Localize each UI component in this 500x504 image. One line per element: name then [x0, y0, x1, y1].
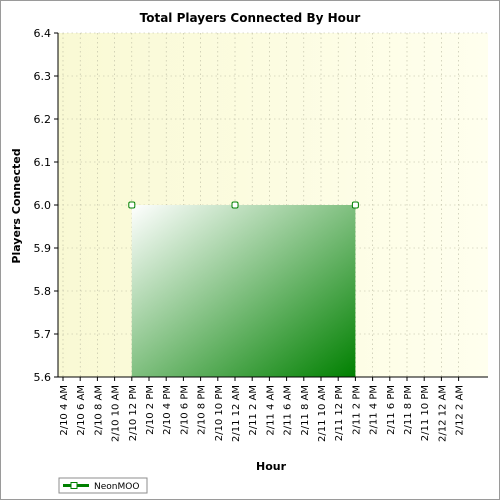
y-tick-label: 6.0: [34, 199, 52, 212]
y-tick-label: 5.9: [34, 242, 52, 255]
x-tick-label: 2/11 2 PM: [351, 385, 362, 435]
y-axis-title: Players Connected: [10, 148, 23, 263]
x-tick-label: 2/10 6 AM: [76, 385, 87, 436]
y-tick-label: 6.1: [34, 156, 52, 169]
x-tick-label: 2/11 6 PM: [386, 385, 397, 435]
x-tick-label: 2/10 4 PM: [162, 385, 173, 435]
data-point-neonmoo: [351, 201, 359, 209]
legend-swatch-marker: [70, 482, 78, 489]
y-tick-label: 5.6: [34, 371, 52, 384]
x-tick-label: 2/10 12 PM: [128, 385, 139, 441]
legend-box: [58, 477, 148, 494]
x-tick-label: 2/10 10 AM: [111, 385, 122, 442]
x-tick-label: 2/11 12 PM: [334, 385, 345, 441]
x-tick-label: 2/11 4 AM: [265, 385, 276, 436]
x-axis-ticks: 2/10 4 AM 2/10 6 AM 2/10 8 AM 2/10 10 AM 2/1…: [59, 377, 466, 442]
x-tick-label: 2/11 4 PM: [369, 385, 380, 435]
x-tick-label: 2/11 8 PM: [403, 385, 414, 435]
data-point-neonmoo: [128, 201, 136, 209]
x-tick-label: 2/11 10 AM: [317, 385, 328, 442]
data-point-neonmoo: [231, 201, 239, 209]
x-tick-label: 2/11 12 AM: [231, 385, 242, 442]
series-area-group: [131, 205, 356, 377]
y-tick-label: 6.3: [34, 70, 52, 83]
x-tick-label: 2/10 8 PM: [197, 385, 208, 435]
x-tick-label: 2/11 8 AM: [300, 385, 311, 436]
data-points: [128, 201, 359, 209]
legend-label: NeonMOO: [94, 482, 139, 492]
x-tick-label: 2/12 2 AM: [455, 385, 466, 436]
y-tick-label: 5.7: [34, 328, 52, 341]
x-tick-label: 2/11 6 AM: [283, 385, 294, 436]
y-tick-label: 6.4: [34, 27, 52, 40]
x-tick-label: 2/10 6 PM: [179, 385, 190, 435]
x-tick-label: 2/10 2 PM: [145, 385, 156, 435]
x-axis-title: Hour: [256, 460, 287, 473]
x-tick-label: 2/10 10 PM: [214, 385, 225, 441]
y-tick-label: 5.8: [34, 285, 52, 298]
x-tick-label: 2/12 12 AM: [437, 385, 448, 442]
legend: NeonMOO: [58, 477, 148, 494]
x-tick-label: 2/11 10 PM: [420, 385, 431, 441]
x-tick-label: 2/10 8 AM: [93, 385, 104, 436]
legend-item-neonmoo: NeonMOO: [63, 482, 139, 492]
y-axis-ticks: 5.6 5.7 5.8 5.9 6.0 6.1 6.2 6.3 6.4: [34, 27, 58, 384]
x-tick-label: 2/10 4 AM: [59, 385, 70, 436]
y-tick-label: 6.2: [34, 113, 52, 126]
x-tick-label: 2/11 2 AM: [248, 385, 259, 436]
series-area-neonmoo: [131, 205, 356, 377]
chart-title: Total Players Connected By Hour: [140, 11, 361, 25]
